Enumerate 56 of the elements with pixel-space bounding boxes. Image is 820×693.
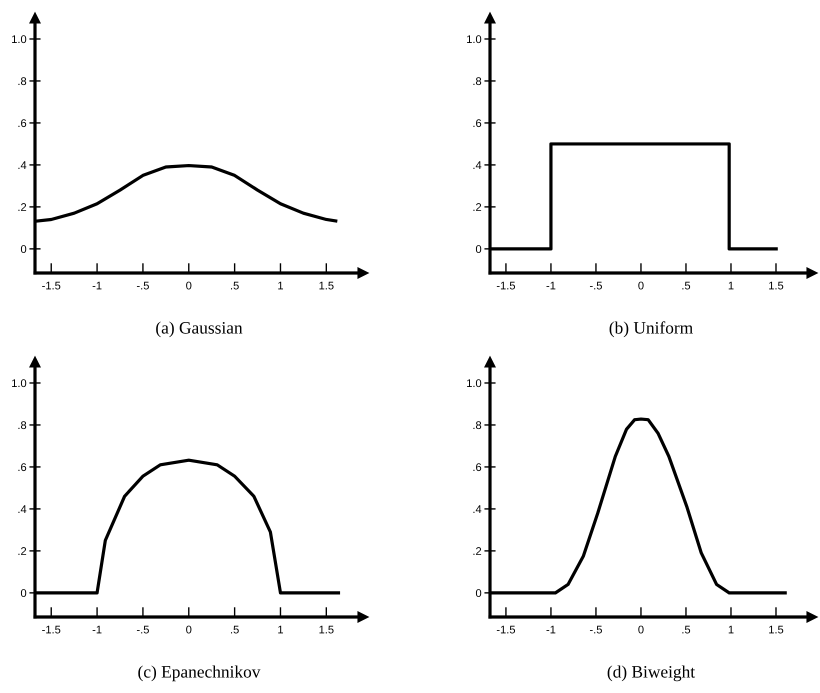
- y-tick-label: .2: [473, 203, 482, 211]
- text: (c) Epanechnikov: [138, 665, 260, 682]
- y-tick-label: .8: [18, 421, 26, 430]
- y-tick-label: .4: [18, 505, 26, 513]
- y-tick-label: .2: [473, 547, 482, 555]
- x-tick-label: .5: [231, 282, 239, 290]
- x-tick-label: -1: [546, 626, 556, 634]
- x-tick-label: -1: [92, 626, 102, 634]
- y-tick-label: .4: [473, 505, 482, 513]
- x-tick-label: -.5: [590, 626, 602, 634]
- y-tick-label: .8: [18, 77, 26, 86]
- x-tick-label: 1: [278, 626, 284, 634]
- x-tick-label: .5: [231, 626, 239, 634]
- x-tick-label: 0: [638, 282, 644, 290]
- x-tick-label: 1: [278, 282, 284, 290]
- text: (d) Biweight: [608, 665, 696, 682]
- x-tick-label: -.5: [136, 282, 149, 290]
- y-tick-label: 0: [476, 245, 482, 253]
- x-tick-label: 0: [638, 626, 644, 634]
- x-tick-label: 1.5: [319, 282, 334, 290]
- x-tick-label: -1: [92, 282, 102, 290]
- x-tick-label: -.5: [136, 626, 149, 634]
- y-tick-label: 1.0: [467, 35, 482, 44]
- x-tick-label: 1: [728, 282, 734, 290]
- y-tick-label: 1.0: [12, 35, 26, 44]
- x-tick-label: -1.5: [42, 626, 60, 634]
- x-tick-label: 0: [186, 626, 192, 634]
- x-tick-label: 0: [186, 282, 192, 290]
- x-tick-label: -.5: [590, 282, 602, 290]
- text: (a) Gaussian: [156, 321, 242, 338]
- x-tick-label: 1.5: [769, 282, 784, 290]
- x-tick-label: 1.5: [319, 626, 334, 634]
- y-tick-label: 0: [20, 589, 26, 597]
- x-tick-label: -1.5: [496, 282, 516, 290]
- x-tick-label: -1.5: [42, 282, 60, 290]
- y-tick-label: 0: [20, 245, 26, 253]
- y-tick-label: 1.0: [12, 379, 26, 388]
- y-tick-label: 0: [476, 589, 482, 597]
- y-tick-label: .2: [18, 547, 26, 555]
- text: (b) Uniform: [610, 321, 693, 338]
- y-tick-label: .6: [473, 463, 482, 472]
- x-tick-label: -1.5: [496, 626, 516, 634]
- y-tick-label: .4: [473, 161, 482, 169]
- x-tick-label: .5: [682, 282, 690, 290]
- x-tick-label: 1.5: [769, 626, 784, 634]
- x-tick-label: 1: [728, 626, 734, 634]
- y-tick-label: 1.0: [467, 379, 482, 388]
- y-tick-label: .8: [473, 421, 482, 430]
- y-tick-label: .2: [18, 203, 26, 211]
- x-tick-label: .5: [682, 626, 690, 634]
- y-tick-label: .6: [18, 463, 26, 472]
- y-tick-label: .8: [473, 77, 482, 86]
- x-tick-label: -1: [546, 282, 556, 290]
- y-tick-label: .6: [473, 119, 482, 128]
- y-tick-label: .4: [18, 161, 26, 169]
- y-tick-label: .6: [18, 119, 26, 128]
